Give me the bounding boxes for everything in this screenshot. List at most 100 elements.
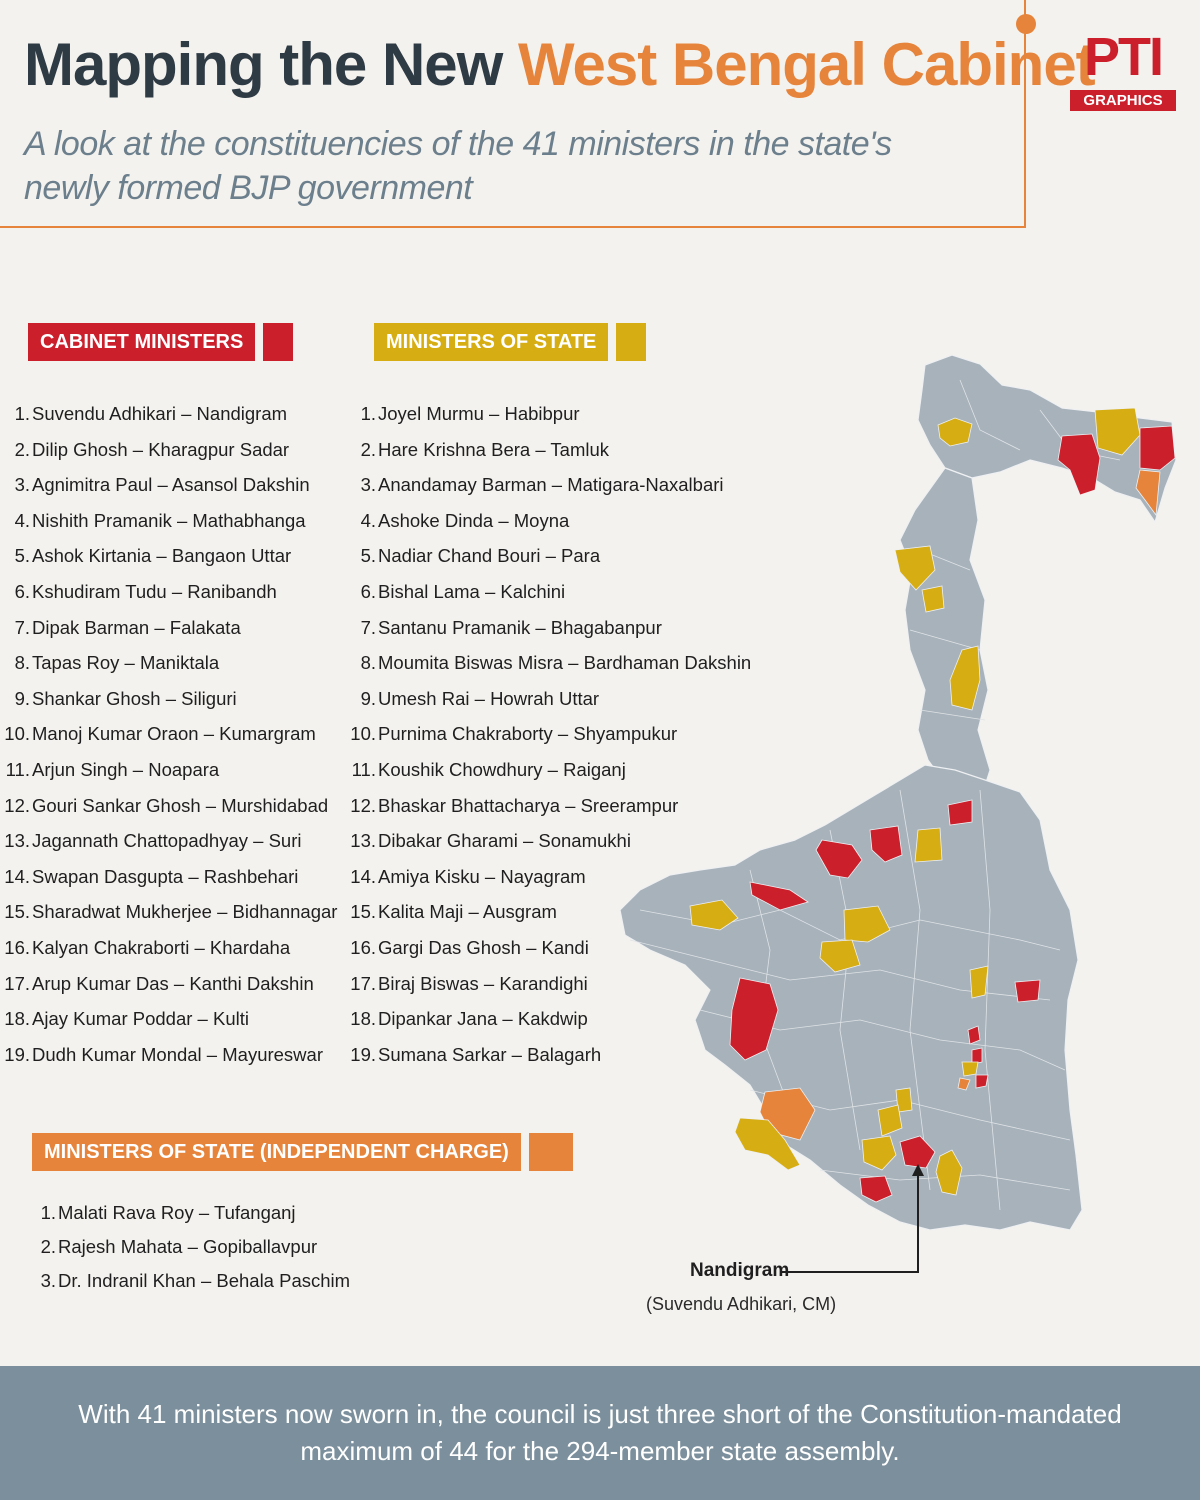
- minister-name-constituency: Suvendu Adhikari – Nandigram: [32, 403, 288, 424]
- minister-number: 12.: [350, 794, 376, 816]
- minister-number: 9.: [360, 687, 376, 709]
- minister-item: 9. Shankar Ghosh – Siliguri: [0, 681, 337, 717]
- minister-item: 2. Hare Krishna Bera – Tamluk: [346, 432, 751, 468]
- map-region-corridor: [899, 467, 991, 796]
- minister-number: 6.: [14, 580, 30, 602]
- constituency-independent: [957, 1077, 971, 1091]
- footer-banner: With 41 ministers now sworn in, the coun…: [0, 1366, 1200, 1500]
- minister-name-constituency: Amiya Kisku – Nayagram: [378, 865, 586, 887]
- minister-name-constituency: Bishal Lama – Kalchini: [378, 580, 566, 602]
- minister-name-constituency: Swapan Dasgupta – Rashbehari: [32, 865, 299, 887]
- minister-number: 17.: [350, 972, 376, 994]
- map-callout-subtitle: (Suvendu Adhikari, CM): [646, 1294, 837, 1314]
- state-list: 1. Joyel Murmu – Habibpur 2. Hare Krishna B…: [346, 396, 751, 1072]
- minister-name-constituency: Arjun Singh – Noapara: [32, 758, 220, 780]
- nandigram-callout-line: [780, 1172, 919, 1273]
- constituency-cabinet: [1014, 979, 1041, 1003]
- minister-item: 3. Anandamay Barman – Matigara-Naxalbari: [346, 467, 751, 503]
- minister-name-constituency: Santanu Pramanik – Bhagabanpur: [378, 616, 662, 638]
- minister-item: 18. Ajay Kumar Poddar – Kulti: [0, 1001, 337, 1037]
- minister-item: 12. Bhaskar Bhattacharya – Sreerampur: [346, 788, 751, 824]
- cabinet-list: 1. Suvendu Adhikari – Nandigram 2. Dilip Gh…: [0, 396, 337, 1072]
- minister-number: 18.: [4, 1008, 30, 1030]
- constituency-cabinet: [815, 839, 863, 879]
- minister-name-constituency: Moumita Biswas Misra – Bardhaman Dakshin: [378, 652, 752, 674]
- constituency-state: [1094, 407, 1141, 456]
- independent-list: 1. Malati Rava Roy – Tufanganj 2. Rajesh Ma…: [26, 1196, 351, 1298]
- minister-name-constituency: Jagannath Chattopadhyay – Suri: [32, 830, 302, 852]
- footer-note: With 41 ministers now sworn in, the coun…: [78, 1399, 1122, 1466]
- minister-item: 14. Swapan Dasgupta – Rashbehari: [0, 859, 337, 895]
- minister-item: 7. Dipak Barman – Falakata: [0, 610, 337, 646]
- map-region-north: [917, 354, 1177, 523]
- minister-name-constituency: Ajay Kumar Poddar – Kulti: [32, 1008, 249, 1030]
- minister-number: 11.: [351, 758, 376, 780]
- minister-number: 4.: [14, 509, 30, 531]
- constituency-state: [734, 1117, 801, 1171]
- minister-name-constituency: Dipankar Jana – Kakdwip: [378, 1008, 588, 1030]
- minister-item: 3. Dr. Indranil Khan – Behala Paschim: [26, 1264, 351, 1298]
- title-accent: West Bengal Cabinet: [518, 31, 1096, 98]
- minister-name-constituency: Kalyan Chakraborti – Khardaha: [32, 936, 291, 958]
- minister-number: 16.: [350, 936, 376, 958]
- minister-number: 5.: [14, 545, 30, 567]
- minister-name-constituency: Ashok Kirtania – Bangaon Uttar: [32, 545, 292, 567]
- minister-item: 13. Jagannath Chattopadhyay – Suri: [0, 823, 337, 859]
- minister-number: 8.: [14, 652, 30, 674]
- minister-number: 3.: [14, 474, 30, 496]
- minister-number: 15.: [350, 901, 376, 923]
- independent-heading-tab: [528, 1133, 573, 1171]
- minister-item: 11. Koushik Chowdhury – Raiganj: [346, 752, 751, 788]
- constituency-state: [914, 827, 943, 863]
- constituency-cabinet: [971, 1047, 983, 1065]
- constituency-state: [689, 899, 739, 931]
- minister-name-constituency: Anandamay Barman – Matigara-Naxalbari: [378, 474, 724, 496]
- minister-item: 16. Gargi Das Ghosh – Kandi: [346, 930, 751, 966]
- minister-item: 10. Purnima Chakraborty – Shyampukur: [346, 716, 751, 752]
- minister-number: 3.: [40, 1270, 56, 1291]
- minister-number: 7.: [360, 616, 376, 638]
- constituency-state: [877, 1104, 903, 1137]
- minister-item: 17. Arup Kumar Das – Kanthi Dakshin: [0, 966, 337, 1002]
- minister-number: 7.: [14, 616, 30, 638]
- minister-item: 4. Nishith Pramanik – Mathabhanga: [0, 503, 337, 539]
- minister-number: 8.: [360, 652, 376, 674]
- constituency-state: [819, 939, 861, 973]
- constituency-state: [861, 1135, 897, 1171]
- cabinet-heading: CABINET MINISTERS: [28, 323, 294, 361]
- minister-name-constituency: Kalita Maji – Ausgram: [378, 901, 557, 923]
- header-accent-dot: [1016, 14, 1036, 34]
- cabinet-heading-label: CABINET MINISTERS: [28, 323, 256, 361]
- constituency-state: [949, 645, 981, 711]
- minister-name-constituency: Sumana Sarkar – Balagarh: [378, 1043, 602, 1065]
- minister-number: 12.: [4, 794, 30, 816]
- minister-name-constituency: Ashoke Dinda – Moyna: [378, 509, 570, 531]
- minister-item: 15. Sharadwat Mukherjee – Bidhannagar: [0, 894, 337, 930]
- minister-name-constituency: Dipak Barman – Falakata: [32, 616, 241, 638]
- minister-number: 9.: [14, 687, 30, 709]
- minister-name-constituency: Kshudiram Tudu – Ranibandh: [32, 580, 277, 602]
- constituency-cabinet: [1057, 433, 1101, 496]
- constituency-state: [894, 545, 936, 591]
- minister-name-constituency: Biraj Biswas – Karandighi: [378, 972, 588, 994]
- minister-number: 19.: [350, 1043, 376, 1065]
- constituency-independent: [1135, 469, 1161, 517]
- title-main: Mapping the New: [24, 31, 518, 98]
- minister-number: 2.: [14, 438, 30, 460]
- minister-number: 18.: [350, 1008, 376, 1030]
- minister-number: 15.: [4, 901, 30, 923]
- minister-item: 18. Dipankar Jana – Kakdwip: [346, 1001, 751, 1037]
- constituency-state: [843, 905, 891, 943]
- constituency-cabinet: [859, 1175, 893, 1203]
- minister-number: 14.: [4, 865, 30, 887]
- minister-name-constituency: Agnimitra Paul – Asansol Dakshin: [32, 474, 310, 496]
- minister-item: 7. Santanu Pramanik – Bhagabanpur: [346, 610, 751, 646]
- independent-heading: MINISTERS OF STATE (INDEPENDENT CHARGE): [32, 1133, 573, 1171]
- minister-number: 10.: [4, 723, 30, 745]
- pti-logo: PTI GRAPHICS: [1070, 26, 1176, 116]
- minister-item: 2. Rajesh Mahata – Gopiballavpur: [26, 1230, 350, 1264]
- constituency-state: [937, 417, 973, 447]
- independent-heading-label: MINISTERS OF STATE (INDEPENDENT CHARGE): [32, 1133, 521, 1171]
- minister-item: 5. Ashok Kirtania – Bangaon Uttar: [0, 538, 337, 574]
- minister-name-constituency: Rajesh Mahata – Gopiballavpur: [58, 1236, 318, 1257]
